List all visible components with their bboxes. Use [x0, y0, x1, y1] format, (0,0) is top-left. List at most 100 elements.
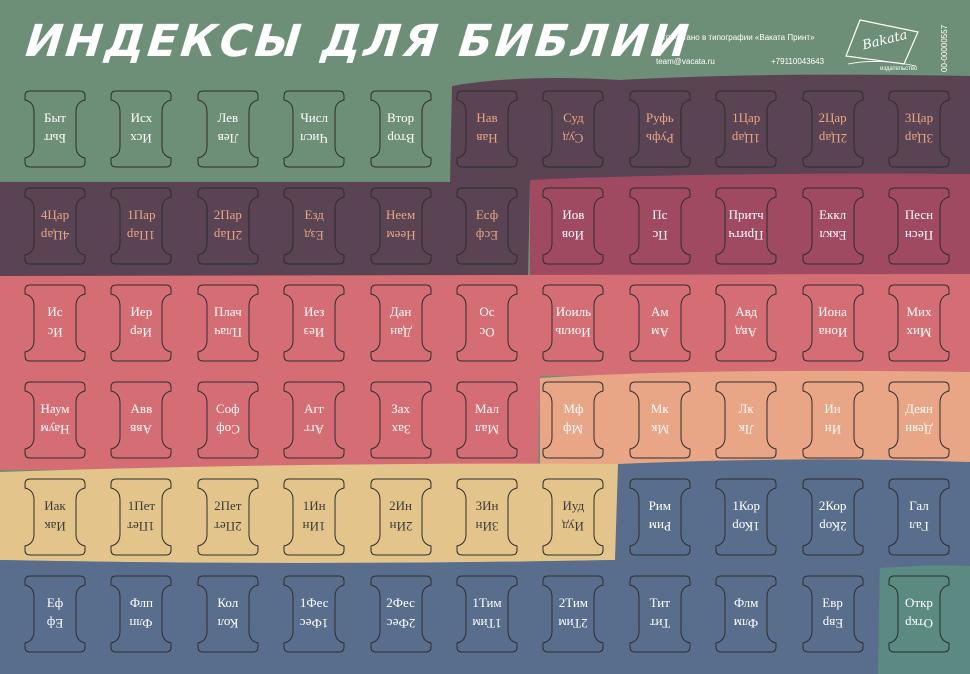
tab-label: Евр	[822, 595, 843, 610]
index-tab: Езд Езд	[283, 187, 345, 265]
tab-label-mirrored: Ам	[650, 325, 669, 340]
tab-label: 1Кор	[732, 498, 760, 513]
tab-outline	[110, 478, 172, 556]
tab-outline	[629, 90, 691, 168]
tab-outline	[456, 478, 518, 556]
tab-label: 3Ин	[475, 498, 499, 513]
index-tab: Лев Лев	[197, 90, 259, 168]
index-tab: 2Ин 2Ин	[370, 478, 432, 556]
tab-label-mirrored: Авд	[735, 325, 758, 340]
tab-outline	[283, 575, 345, 653]
index-tab: Еккл Еккл	[802, 187, 864, 265]
tab-label: 2Фес	[386, 595, 415, 610]
tab-outline	[456, 575, 518, 653]
tab-label-mirrored: Еф	[46, 616, 64, 631]
tab-label-mirrored: Пс	[652, 228, 668, 243]
tab-label-mirrored: Гал	[909, 519, 929, 534]
tab-label-mirrored: Мал	[475, 422, 499, 437]
index-tab: Есф Есф	[456, 187, 518, 265]
tab-label: 2Ин	[389, 498, 413, 513]
tab-label-mirrored: Иез	[303, 325, 325, 340]
email-text: team@vacata.ru	[656, 57, 715, 66]
index-tab: Быт Быт	[24, 90, 86, 168]
tab-outline	[283, 478, 345, 556]
tab-outline	[456, 187, 518, 265]
tab-label-mirrored: 2Пет	[214, 519, 242, 534]
tab-outline	[802, 575, 864, 653]
tab-label: Втор	[387, 110, 415, 125]
tab-outline	[542, 575, 604, 653]
tab-label-mirrored: 1Пар	[127, 228, 156, 243]
index-tab: Иоиль Иоиль	[542, 284, 604, 362]
tab-label: Числ	[300, 110, 329, 125]
tab-outline	[888, 478, 950, 556]
tab-label: Лк	[738, 401, 754, 416]
tab-outline	[370, 284, 432, 362]
tab-outline	[542, 381, 604, 459]
tab-label-mirrored: Рим	[648, 519, 672, 534]
tab-label: 4Цар	[40, 207, 70, 222]
tab-label-mirrored: Флп	[129, 616, 153, 631]
tab-label: Суд	[563, 110, 584, 125]
tab-label-mirrored: 2Фес	[386, 616, 415, 631]
tab-label-mirrored: Деян	[905, 422, 933, 437]
tab-label: Плач	[213, 304, 242, 319]
index-tab: Иер Иер	[110, 284, 172, 362]
tab-label: Флм	[734, 595, 759, 610]
index-tab: Притч Притч	[715, 187, 777, 265]
index-tab: Авд Авд	[715, 284, 777, 362]
tab-label: Еф	[46, 595, 64, 610]
index-tab: Иуд Иуд	[542, 478, 604, 556]
tab-label: Зах	[391, 401, 410, 416]
index-tab: Плач Плач	[197, 284, 259, 362]
tab-label: Иов	[562, 207, 585, 222]
tab-label-mirrored: Ис	[47, 325, 63, 340]
tab-outline	[197, 575, 259, 653]
tab-outline	[283, 187, 345, 265]
tab-label: Иона	[818, 304, 847, 319]
tab-label: 1Фес	[299, 595, 329, 610]
tab-label: Мк	[650, 401, 669, 416]
tab-label-mirrored: Агг	[304, 422, 325, 437]
tab-label-mirrored: Неем	[386, 228, 416, 243]
index-tab: Флп Флп	[110, 575, 172, 653]
tab-label-mirrored: Евр	[822, 616, 843, 631]
tab-label-mirrored: Суд	[563, 131, 584, 146]
tab-label-mirrored: Исх	[130, 131, 153, 146]
index-tab: Деян Деян	[888, 381, 950, 459]
tab-label-mirrored: 2Пар	[213, 228, 242, 243]
tab-label: Гал	[909, 498, 929, 513]
tab-label-mirrored: Еккл	[819, 228, 847, 243]
tab-label: Иер	[130, 304, 153, 319]
tab-label: Иез	[303, 304, 325, 319]
tab-label-mirrored: Авв	[130, 422, 153, 437]
tab-label-mirrored: Мк	[650, 422, 669, 437]
tab-label: Руфь	[645, 110, 674, 125]
tab-label-mirrored: Соф	[216, 422, 240, 437]
tab-label: Есф	[475, 207, 499, 222]
index-tab: Нав Нав	[456, 90, 518, 168]
index-tab: Мал Мал	[456, 381, 518, 459]
tab-outline	[110, 381, 172, 459]
index-tab: Песн Песн	[888, 187, 950, 265]
tab-outline	[110, 90, 172, 168]
index-tab: Зах Зах	[370, 381, 432, 459]
tab-outline	[802, 478, 864, 556]
tab-label: Нав	[476, 110, 498, 125]
index-tab: Ос Ос	[456, 284, 518, 362]
tab-label-mirrored: Иов	[562, 228, 585, 243]
tab-outline	[456, 284, 518, 362]
index-tab: Числ Числ	[283, 90, 345, 168]
index-tab: Иов Иов	[542, 187, 604, 265]
tab-label: Дан	[389, 304, 412, 319]
tab-outline	[283, 284, 345, 362]
tab-label: 1Пет	[127, 498, 156, 513]
tab-outline	[110, 284, 172, 362]
tab-outline	[542, 478, 604, 556]
tab-outline	[715, 381, 777, 459]
phone-text: +79110043643	[771, 57, 825, 66]
index-tab: Авв Авв	[110, 381, 172, 459]
tab-label: 1Пар	[127, 207, 156, 222]
tab-label-mirrored: 2Кор	[818, 519, 847, 534]
